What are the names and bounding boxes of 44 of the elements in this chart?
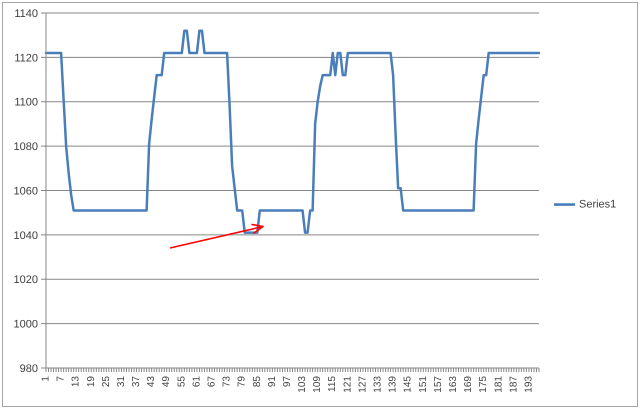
y-tick-label: 1080 <box>14 141 38 154</box>
x-tick-label: 133 <box>372 376 384 393</box>
x-tick-label: 151 <box>418 376 429 393</box>
legend-label: Series1 <box>579 198 616 210</box>
x-tick-label: 43 <box>146 376 158 388</box>
x-tick-label: 37 <box>131 376 142 388</box>
x-tick-label: 187 <box>508 376 520 393</box>
x-tick-label: 73 <box>222 376 233 388</box>
x-tick-label: 97 <box>282 376 293 388</box>
x-tick-label: 61 <box>191 376 202 388</box>
x-tick-label: 109 <box>312 376 324 393</box>
x-tick-label: 127 <box>357 376 368 393</box>
x-tick-label: 79 <box>236 376 248 388</box>
x-tick-label: 55 <box>176 376 188 388</box>
x-tick-label: 1 <box>40 376 52 382</box>
x-tick-label: 115 <box>327 376 338 392</box>
x-tick-label: 13 <box>70 376 82 388</box>
y-tick-label: 1020 <box>14 274 38 286</box>
x-tick-label: 85 <box>252 376 263 388</box>
line-series <box>44 30 540 234</box>
x-tick-label: 169 <box>463 376 474 393</box>
x-tick-label: 181 <box>493 376 504 393</box>
x-tick-label: 163 <box>448 376 459 393</box>
x-tick-label: 25 <box>100 376 112 388</box>
y-tick-label: 1100 <box>14 96 38 109</box>
x-tick-label: 175 <box>478 376 490 393</box>
y-tick-label: 1060 <box>14 185 38 198</box>
x-tick-label: 31 <box>116 376 127 388</box>
y-tick-label: 1000 <box>14 318 38 331</box>
x-tick-label: 145 <box>402 376 414 393</box>
y-tick-label: 980 <box>20 362 38 375</box>
x-tick-label: 139 <box>388 376 399 393</box>
x-tick-label: 91 <box>266 376 278 388</box>
x-tick-label: 49 <box>161 376 172 388</box>
x-tick-label: 157 <box>432 376 444 393</box>
x-tick-label: 193 <box>523 376 534 393</box>
x-tick-label: 67 <box>206 376 218 388</box>
x-tick-label: 7 <box>56 376 67 382</box>
x-tick-label: 19 <box>86 376 97 388</box>
x-tick-label: 121 <box>342 376 354 393</box>
y-tick-label: 1040 <box>14 230 38 242</box>
x-tick-label: 103 <box>297 376 308 393</box>
y-tick-label: 1120 <box>14 52 38 64</box>
y-tick-label: 1140 <box>14 8 38 20</box>
